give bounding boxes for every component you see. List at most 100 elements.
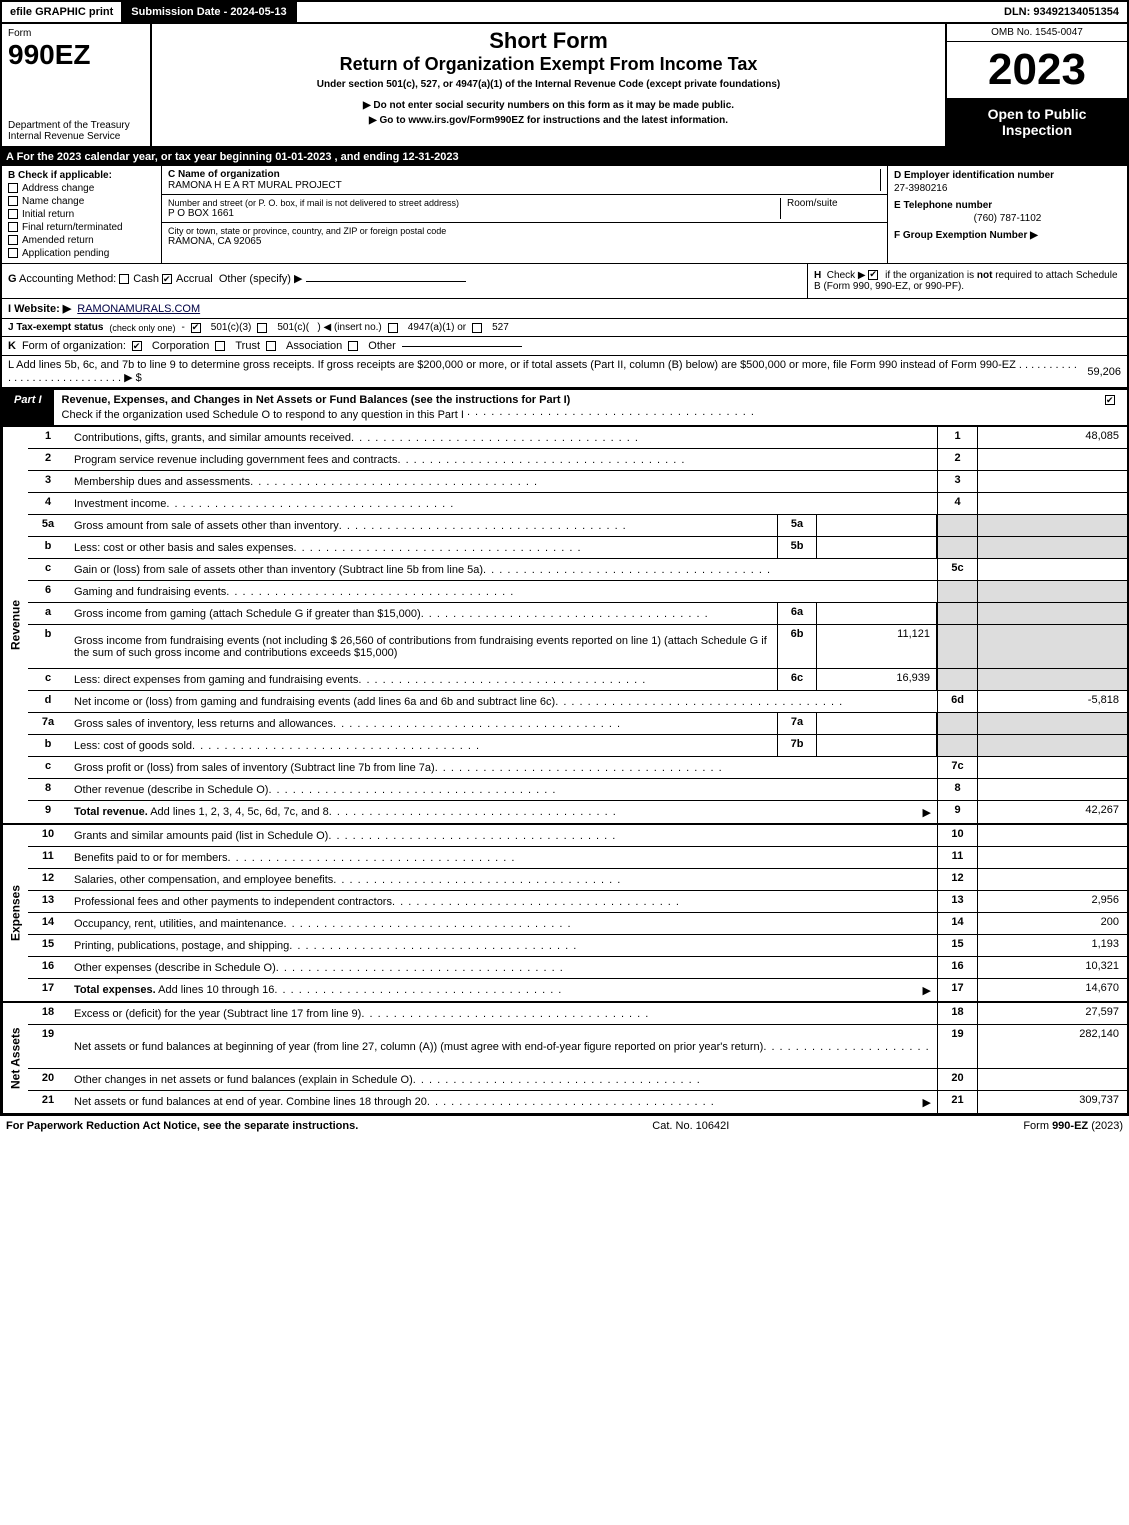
box-b-option[interactable]: Name change [8,196,155,207]
box-d: D Employer identification number 27-3980… [887,166,1127,263]
mid-line-number: 7b [777,735,817,756]
line-k: K Form of organization: Corporation Trus… [0,337,1129,356]
department: Department of the Treasury Internal Reve… [8,120,144,142]
line-description: Net assets or fund balances at end of ye… [68,1091,937,1113]
form-id-block: Form 990EZ Department of the Treasury In… [2,24,152,146]
box-b-option[interactable]: Amended return [8,235,155,246]
right-value [977,515,1127,536]
warning-ssn: ▶ Do not enter social security numbers o… [363,100,734,111]
form-label: Form [8,28,144,39]
mid-line-number: 6a [777,603,817,624]
right-line-number: 15 [937,935,977,956]
line-description: Less: cost or other basis and sales expe… [68,537,777,558]
table-row: 5aGross amount from sale of assets other… [28,515,1127,537]
table-row: 4Investment income4 [28,493,1127,515]
table-row: 2Program service revenue including gover… [28,449,1127,471]
part-i-header: Part I Revenue, Expenses, and Changes in… [0,389,1129,427]
accrual-checkbox[interactable] [162,274,172,284]
row-g-h: G Accounting Method: Cash Accrual Other … [0,264,1129,299]
line-description: Gross amount from sale of assets other t… [68,515,777,536]
box-b-option[interactable]: Address change [8,183,155,194]
table-row: bGross income from fundraising events (n… [28,625,1127,669]
right-value: 10,321 [977,957,1127,978]
line-number: 15 [28,935,68,956]
right-value [977,537,1127,558]
schedule-o-checkbox[interactable] [1105,395,1115,405]
table-row: 21Net assets or fund balances at end of … [28,1091,1127,1113]
table-row: 3Membership dues and assessments3 [28,471,1127,493]
side-label: Revenue [2,427,28,823]
line-number: d [28,691,68,712]
table-row: 18Excess or (deficit) for the year (Subt… [28,1003,1127,1025]
right-value [977,603,1127,624]
right-line-number: 11 [937,847,977,868]
line-description: Gross sales of inventory, less returns a… [68,713,777,734]
line-number: c [28,757,68,778]
box-b-option[interactable]: Final return/terminated [8,222,155,233]
right-value [977,825,1127,846]
cash-checkbox[interactable] [119,274,129,284]
line-number: 8 [28,779,68,800]
short-form-title: Short Form [489,28,608,54]
h-checkbox[interactable] [868,270,878,280]
line-i: I Website: ▶ RAMONAMURALS.COM [0,299,1129,319]
arrow-icon: ▶ [923,984,931,997]
right-line-number [937,625,977,668]
table-row: cLess: direct expenses from gaming and f… [28,669,1127,691]
line-description: Gross profit or (loss) from sales of inv… [68,757,937,778]
instructions-link[interactable]: ▶ Go to www.irs.gov/Form990EZ for instru… [369,115,728,126]
submission-date: Submission Date - 2024-05-13 [123,2,296,22]
page-footer: For Paperwork Reduction Act Notice, see … [0,1115,1129,1136]
side-label: Net Assets [2,1003,28,1113]
right-value [977,847,1127,868]
right-line-number: 8 [937,779,977,800]
table-row: 10Grants and similar amounts paid (list … [28,825,1127,847]
line-number: 3 [28,471,68,492]
right-line-number: 6d [937,691,977,712]
line-description: Gross income from fundraising events (no… [68,625,777,668]
org-name-label: C Name of organization [168,169,874,180]
footer-left: For Paperwork Reduction Act Notice, see … [6,1120,358,1132]
website-link[interactable]: RAMONAMURALS.COM [77,303,200,315]
other-checkbox[interactable] [348,341,358,351]
line-description: Total revenue. Add lines 1, 2, 3, 4, 5c,… [68,801,937,823]
line-description: Total expenses. Add lines 10 through 16 … [68,979,937,1001]
part-i-check-text: Check if the organization used Schedule … [62,409,464,421]
right-value [977,869,1127,890]
right-value: 42,267 [977,801,1127,823]
trust-checkbox[interactable] [215,341,225,351]
form-header: Form 990EZ Department of the Treasury In… [0,24,1129,148]
right-line-number: 9 [937,801,977,823]
mid-line-number: 7a [777,713,817,734]
table-row: 6Gaming and fundraising events [28,581,1127,603]
501c-checkbox[interactable] [257,323,267,333]
right-value [977,757,1127,778]
right-line-number: 5c [937,559,977,580]
corporation-checkbox[interactable] [132,341,142,351]
footer-right: Form 990-EZ (2023) [1023,1120,1123,1132]
line-description: Less: cost of goods sold [68,735,777,756]
box-b-option[interactable]: Initial return [8,209,155,220]
box-b-option[interactable]: Application pending [8,248,155,259]
line-description: Printing, publications, postage, and shi… [68,935,937,956]
association-checkbox[interactable] [266,341,276,351]
4947-checkbox[interactable] [388,323,398,333]
line-number: b [28,735,68,756]
right-line-number: 21 [937,1091,977,1113]
right-line-number: 10 [937,825,977,846]
line-number: 13 [28,891,68,912]
right-line-number [937,669,977,690]
table-row: 13Professional fees and other payments t… [28,891,1127,913]
right-line-number: 13 [937,891,977,912]
line-number: 18 [28,1003,68,1024]
mid-line-number: 6c [777,669,817,690]
table-row: 14Occupancy, rent, utilities, and mainte… [28,913,1127,935]
line-number: c [28,559,68,580]
527-checkbox[interactable] [472,323,482,333]
right-value: 48,085 [977,427,1127,448]
side-label: Expenses [2,825,28,1001]
form-number: 990EZ [8,41,144,69]
line-description: Investment income [68,493,937,514]
501c3-checkbox[interactable] [191,323,201,333]
right-line-number: 4 [937,493,977,514]
